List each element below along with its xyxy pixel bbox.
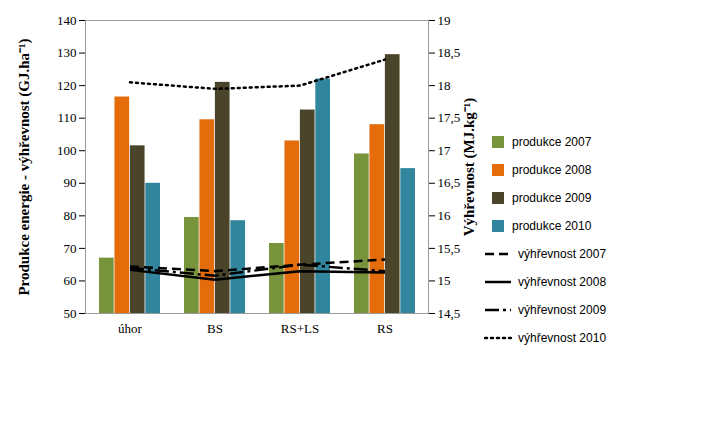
svg-text:15: 15	[438, 273, 451, 288]
svg-text:16,5: 16,5	[438, 175, 461, 190]
svg-text:18,5: 18,5	[438, 45, 461, 60]
svg-text:140: 140	[57, 13, 77, 28]
html-text:Výhřevnost (MJ.kg⁻¹): Výhřevnost (MJ.kg⁻¹)	[460, 97, 477, 236]
html-text:výhřevnost 2010: výhřevnost 2010	[518, 331, 607, 345]
html-text:produkce 2008: produkce 2008	[512, 163, 592, 177]
svg-text:16: 16	[438, 208, 452, 223]
svg-text:19: 19	[438, 13, 451, 28]
svg-text:130: 130	[57, 45, 77, 60]
svg-text:70: 70	[64, 241, 77, 256]
svg-text:120: 120	[57, 78, 77, 93]
svg-text:BS: BS	[207, 321, 223, 336]
svg-text:110: 110	[57, 110, 76, 125]
svg-text:15,5: 15,5	[438, 241, 461, 256]
html-text:výhřevnost 2008: výhřevnost 2008	[518, 275, 607, 289]
html-text:Produkce energie - výhřevnost: Produkce energie - výhřevnost (GJ.ha⁻¹)	[15, 37, 32, 296]
svg-text:60: 60	[64, 273, 77, 288]
html-text:výhřevnost 2009: výhřevnost 2009	[518, 303, 607, 317]
html-text:produkce 2010: produkce 2010	[512, 219, 592, 233]
svg-text:90: 90	[64, 175, 77, 190]
svg-text:80: 80	[64, 208, 77, 223]
svg-text:17,5: 17,5	[438, 110, 461, 125]
svg-text:RS: RS	[377, 321, 393, 336]
html-text:produkce 2009: produkce 2009	[512, 191, 592, 205]
svg-text:RS+LS: RS+LS	[281, 321, 319, 336]
svg-text:50: 50	[64, 306, 77, 321]
html-text:produkce 2007: produkce 2007	[512, 135, 592, 149]
svg-text:100: 100	[57, 143, 77, 158]
svg-text:17: 17	[438, 143, 452, 158]
svg-text:18: 18	[438, 78, 451, 93]
html-text:výhřevnost 2007: výhřevnost 2007	[518, 247, 607, 261]
svg-text:úhor: úhor	[118, 321, 143, 336]
svg-text:14,5: 14,5	[438, 306, 461, 321]
